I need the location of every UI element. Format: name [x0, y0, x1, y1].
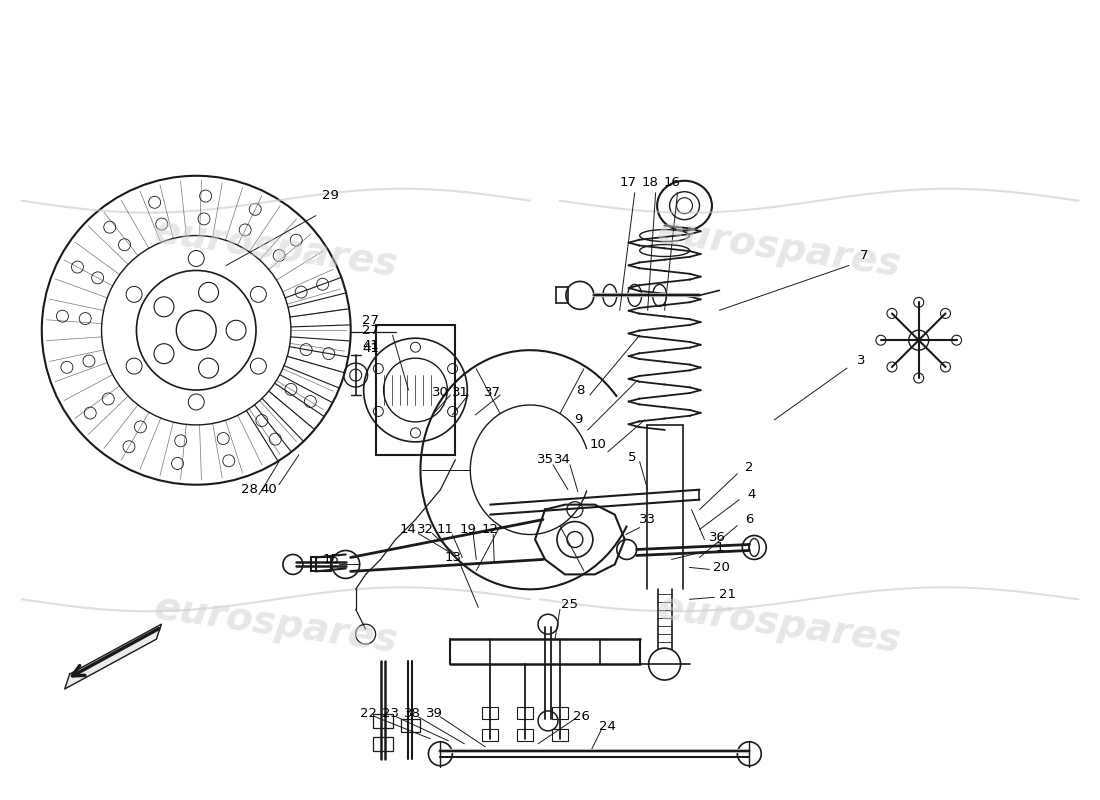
- Text: 26: 26: [573, 710, 591, 723]
- Bar: [375, 326, 455, 455]
- Text: 14: 14: [400, 523, 417, 536]
- Text: 37: 37: [484, 386, 500, 398]
- Text: eurospares: eurospares: [654, 588, 903, 660]
- Text: 13: 13: [444, 551, 462, 564]
- Text: 16: 16: [663, 176, 680, 190]
- Text: 31: 31: [452, 386, 469, 398]
- Text: 27: 27: [362, 314, 380, 326]
- Text: 38: 38: [404, 707, 421, 721]
- Bar: [373, 737, 393, 750]
- Text: 3: 3: [857, 354, 866, 366]
- Text: 8: 8: [575, 383, 584, 397]
- Text: 22: 22: [360, 707, 377, 721]
- Text: 17: 17: [619, 176, 636, 190]
- Text: eurospares: eurospares: [152, 213, 400, 285]
- Text: 4: 4: [747, 488, 756, 501]
- Bar: [517, 707, 534, 719]
- Text: 40: 40: [261, 483, 277, 496]
- Text: 20: 20: [713, 561, 729, 574]
- Bar: [517, 729, 534, 741]
- Text: 24: 24: [600, 720, 616, 734]
- Text: 25: 25: [561, 598, 579, 610]
- Bar: [552, 729, 568, 741]
- Text: 28: 28: [241, 483, 257, 496]
- Text: 30: 30: [432, 386, 449, 398]
- Bar: [552, 707, 568, 719]
- Text: 18: 18: [641, 176, 658, 190]
- Text: eurospares: eurospares: [654, 213, 903, 285]
- Bar: [400, 719, 420, 732]
- Bar: [373, 714, 393, 728]
- Text: 6: 6: [745, 513, 754, 526]
- Text: 35: 35: [537, 454, 553, 466]
- Text: 41: 41: [362, 338, 380, 352]
- Polygon shape: [65, 624, 162, 689]
- Bar: [482, 729, 498, 741]
- Text: 39: 39: [426, 707, 443, 721]
- Text: 32: 32: [417, 523, 433, 536]
- Text: 2: 2: [745, 462, 754, 474]
- Text: 9: 9: [574, 414, 582, 426]
- Text: 34: 34: [553, 454, 571, 466]
- Text: 27: 27: [362, 324, 380, 337]
- Text: 36: 36: [710, 531, 726, 544]
- Text: 10: 10: [590, 438, 606, 451]
- Text: 7: 7: [860, 249, 868, 262]
- Text: 1: 1: [715, 541, 724, 554]
- Text: 33: 33: [639, 513, 657, 526]
- Text: 5: 5: [627, 451, 636, 464]
- Text: 23: 23: [382, 707, 399, 721]
- Text: 29: 29: [322, 190, 339, 202]
- Text: 21: 21: [719, 588, 736, 601]
- Text: eurospares: eurospares: [152, 588, 400, 660]
- Text: 19: 19: [460, 523, 476, 536]
- Text: 11: 11: [437, 523, 454, 536]
- Text: 41: 41: [362, 342, 380, 354]
- Text: 15: 15: [322, 553, 339, 566]
- Bar: [482, 707, 498, 719]
- Text: 12: 12: [482, 523, 498, 536]
